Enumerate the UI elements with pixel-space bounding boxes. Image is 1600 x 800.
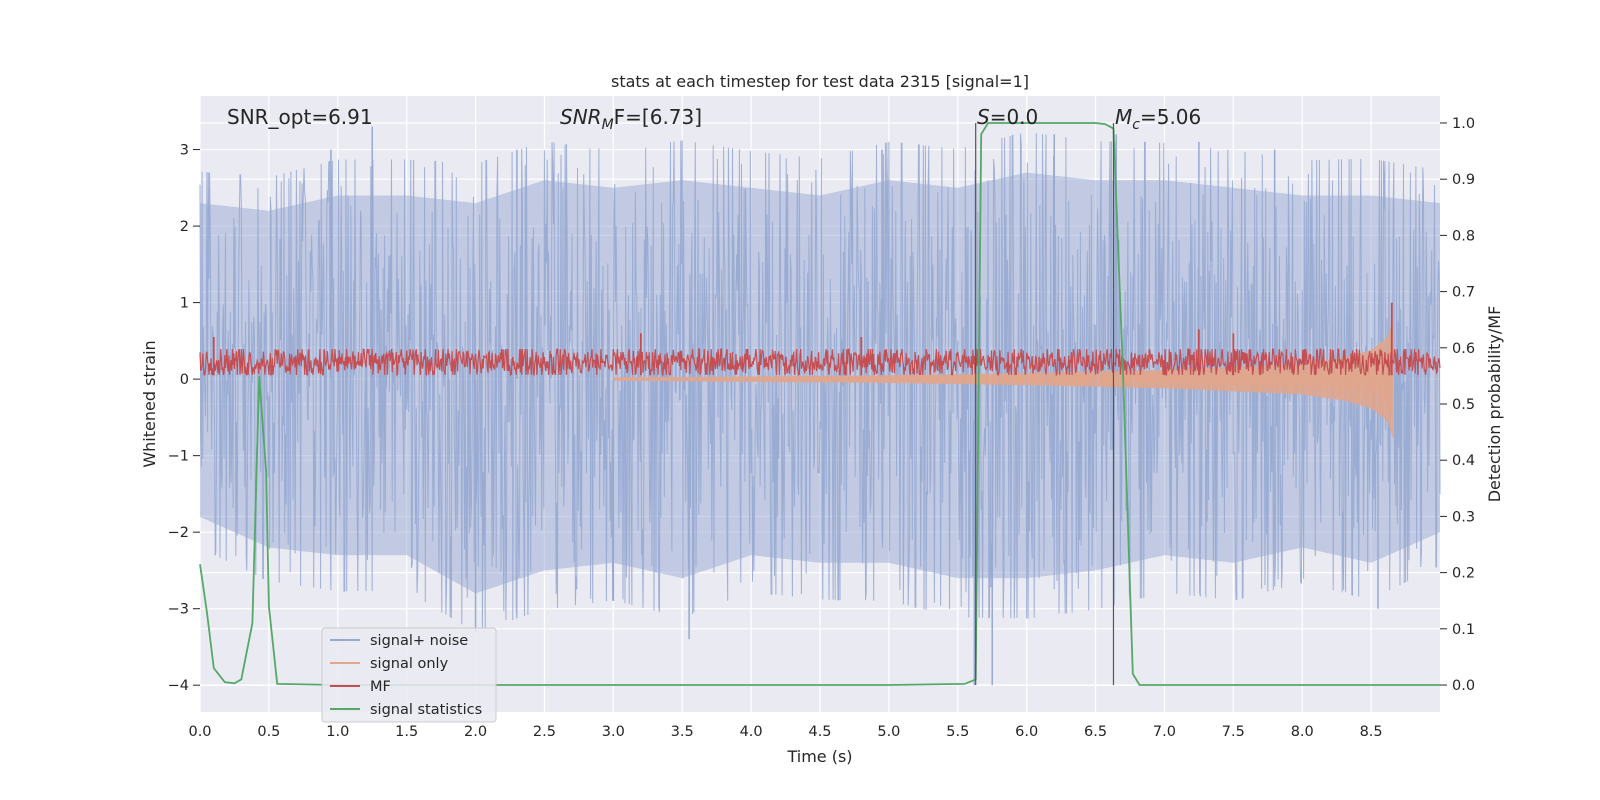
annotation-snr-mf-rest: F=[6.73] — [614, 105, 702, 129]
signal-statistics-line — [199, 122, 1440, 686]
x-axis-ticks: 0.0 0.5 1.0 1.5 2.0 2.5 3.0 3.5 4.0 4.5 5.0 5.5 6.0 6… — [188, 724, 1382, 740]
x-tick-label: 7.5 — [1222, 724, 1245, 740]
legend-label: signal+ noise — [370, 633, 468, 649]
y-right-tick-label: 0.1 — [1452, 622, 1475, 638]
y-tick-label: 0 — [180, 372, 189, 388]
y-right-tick-label: 0.0 — [1452, 678, 1475, 694]
x-tick-label: 2.5 — [533, 724, 556, 740]
y-right-tick-label: 0.4 — [1452, 453, 1475, 469]
x-tick-label: 1.0 — [326, 724, 349, 740]
x-tick-label: 0.5 — [257, 724, 280, 740]
y-right-tick-label: 1.0 — [1452, 116, 1475, 132]
y-right-tick-label: 0.6 — [1452, 341, 1475, 357]
y-right-axis-ticks: 1.0 0.9 0.8 0.7 0.6 0.5 0.4 0.3 0.2 0.1 0.0 — [1440, 116, 1475, 694]
annotation-mc: Mc=5.06 — [1115, 105, 1201, 133]
x-tick-label: 7.0 — [1153, 724, 1176, 740]
legend-label: signal only — [370, 656, 449, 672]
x-tick-label: 4.5 — [808, 724, 831, 740]
x-tick-label: 2.0 — [464, 724, 487, 740]
series-signal-statistics — [199, 122, 1440, 686]
series-signal-noise — [199, 126, 1441, 686]
annotation-mc-sub: c — [1132, 117, 1140, 133]
x-tick-label: 1.5 — [395, 724, 418, 740]
legend-label: MF — [370, 679, 391, 695]
x-tick-label: 8.5 — [1360, 724, 1383, 740]
annotation-snr-mf-main: SNR — [560, 105, 602, 129]
y-tick-label: −1 — [168, 449, 189, 465]
y-tick-label: −4 — [168, 678, 189, 694]
y-axis-ticks: 3 2 1 0 −1 −2 −3 −4 — [168, 143, 200, 694]
x-tick-label: 3.5 — [671, 724, 694, 740]
annotation-snr-mf: SNRMF=[6.73] — [560, 105, 702, 133]
legend-label: signal statistics — [370, 702, 482, 718]
annotation-mc-main: M — [1115, 105, 1132, 129]
y-tick-label: −2 — [168, 525, 189, 541]
x-tick-label: 3.0 — [602, 724, 625, 740]
y-tick-label: 2 — [180, 219, 189, 235]
y-right-tick-label: 0.5 — [1452, 397, 1475, 413]
chart-title: stats at each timestep for test data 231… — [611, 72, 1029, 91]
legend: signal+ noise signal only MF signal statist… — [321, 627, 497, 723]
annotation-s-rest: =0.0 — [990, 105, 1039, 129]
y-right-tick-label: 0.2 — [1452, 566, 1475, 582]
annotation-snr-mf-sub: M — [602, 117, 614, 133]
x-tick-label: 6.5 — [1084, 724, 1107, 740]
y-right-tick-label: 0.3 — [1452, 509, 1475, 525]
series-signal-only — [612, 319, 1394, 439]
series-layer — [199, 122, 1441, 686]
annotation-s-main: S — [977, 105, 990, 129]
annotation-snr-opt: SNR_opt=6.91 — [227, 105, 373, 129]
y-tick-label: 1 — [180, 296, 189, 312]
series-mf — [199, 302, 1441, 377]
y-right-tick-label: 0.8 — [1452, 228, 1475, 244]
signal-only-line — [612, 327, 1394, 439]
signal-noise-line — [199, 133, 1441, 631]
annotation-mc-rest: =5.06 — [1140, 105, 1201, 129]
y-tick-label: 3 — [180, 143, 189, 159]
y-tick-label: −3 — [168, 602, 189, 618]
x-tick-label: 6.0 — [1015, 724, 1038, 740]
y-right-tick-label: 0.9 — [1452, 172, 1475, 188]
x-tick-label: 0.0 — [188, 724, 211, 740]
y-axis-label: Whitened strain — [140, 340, 159, 467]
legend-box — [321, 627, 497, 723]
x-tick-label: 8.0 — [1291, 724, 1314, 740]
y-right-tick-label: 0.7 — [1452, 285, 1475, 301]
y-right-axis-label: Detection probability/MF — [1485, 306, 1504, 503]
x-tick-label: 4.0 — [740, 724, 763, 740]
vertical-markers — [975, 122, 1115, 686]
x-axis-label: Time (s) — [786, 747, 852, 766]
annotation-s: S=0.0 — [977, 105, 1038, 129]
x-tick-label: 5.5 — [946, 724, 969, 740]
x-tick-label: 5.0 — [877, 724, 900, 740]
